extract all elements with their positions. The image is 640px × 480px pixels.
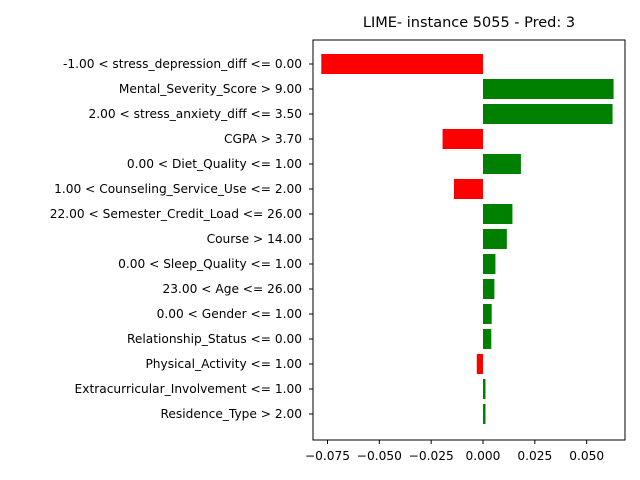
bar-11 <box>482 329 492 349</box>
x-tick-label-1: −0.050 <box>357 449 402 463</box>
y-tick-label-5: 1.00 < Counseling_Service_Use <= 2.00 <box>54 182 302 196</box>
bar-7 <box>482 229 507 249</box>
bars-group <box>321 54 614 424</box>
y-tick-label-11: Relationship_Status <= 0.00 <box>127 332 302 346</box>
y-tick-label-4: 0.00 < Diet_Quality <= 1.00 <box>127 157 302 171</box>
bar-2 <box>482 104 613 124</box>
y-tick-label-12: Physical_Activity <= 1.00 <box>145 357 302 371</box>
bar-10 <box>482 304 492 324</box>
x-tick-label-2: −0.025 <box>409 449 454 463</box>
bar-8 <box>482 254 496 274</box>
y-tick-label-13: Extracurricular_Involvement <= 1.00 <box>75 382 302 396</box>
chart-title: LIME- instance 5055 - Pred: 3 <box>363 15 575 31</box>
y-tick-label-14: Residence_Type > 2.00 <box>161 407 303 421</box>
x-tick-label-5: 0.050 <box>569 449 604 463</box>
x-tick-label-0: −0.075 <box>305 449 350 463</box>
bar-6 <box>482 204 513 224</box>
bar-3 <box>442 129 483 149</box>
y-tick-label-2: 2.00 < stress_anxiety_diff <= 3.50 <box>89 107 302 121</box>
y-tick-label-8: 0.00 < Sleep_Quality <= 1.00 <box>118 257 302 271</box>
bar-14 <box>482 404 486 424</box>
bar-4 <box>482 154 521 174</box>
y-tick-label-6: 22.00 < Semester_Credit_Load <= 26.00 <box>50 207 302 221</box>
bar-1 <box>482 79 614 99</box>
bar-0 <box>321 54 483 74</box>
bar-9 <box>482 279 495 299</box>
x-tick-label-3: 0.000 <box>466 449 501 463</box>
y-tick-label-7: Course > 14.00 <box>207 232 302 246</box>
y-tick-labels: -1.00 < stress_depression_diff <= 0.00 Me… <box>50 57 313 421</box>
bar-13 <box>482 379 486 399</box>
x-tick-label-4: 0.025 <box>517 449 552 463</box>
bar-5 <box>453 179 483 199</box>
x-ticks: −0.075 −0.050 −0.025 0.000 0.025 0.050 <box>305 440 604 463</box>
y-tick-label-0: -1.00 < stress_depression_diff <= 0.00 <box>63 57 302 71</box>
plot-frame <box>312 39 626 441</box>
y-tick-label-9: 23.00 < Age <= 26.00 <box>163 282 302 296</box>
y-tick-label-10: 0.00 < Gender <= 1.00 <box>157 307 302 321</box>
y-tick-label-3: CGPA > 3.70 <box>224 132 302 146</box>
y-tick-label-1: Mental_Severity_Score > 9.00 <box>119 82 302 96</box>
bar-12 <box>476 354 483 374</box>
